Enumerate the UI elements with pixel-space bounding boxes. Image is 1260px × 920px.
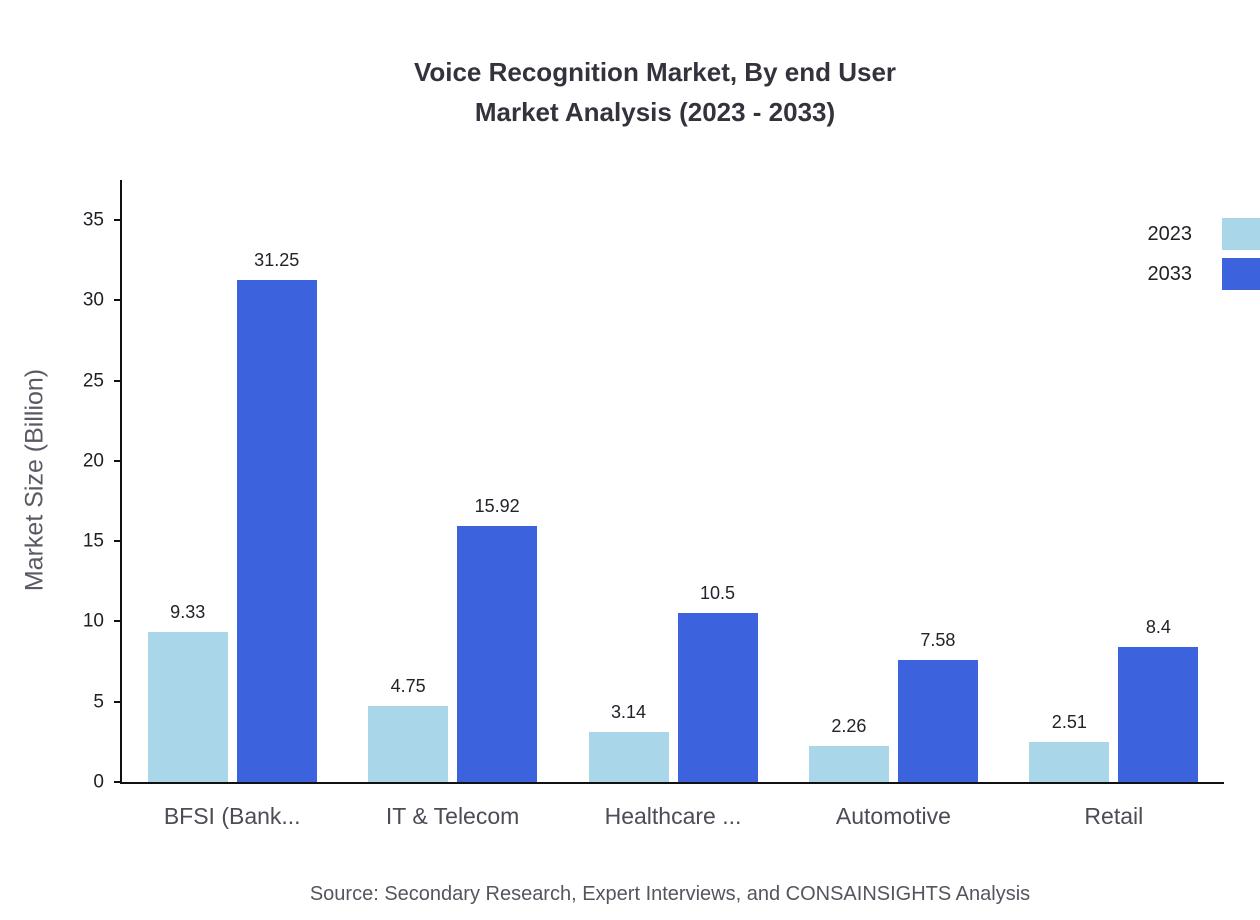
legend: 2023 2033 bbox=[1148, 218, 1260, 298]
bar-group: 9.33 31.25 BFSI (Bank... bbox=[122, 180, 342, 829]
y-tick-label: 10 bbox=[82, 610, 104, 632]
y-tick-mark bbox=[114, 219, 122, 222]
chart-title: Voice Recognition Market, By end User Ma… bbox=[90, 52, 1220, 133]
legend-label-2033: 2033 bbox=[1147, 262, 1193, 285]
category-label: Healthcare ... bbox=[604, 803, 742, 829]
y-tick-label: 30 bbox=[82, 289, 104, 311]
plot-area: 9.33 31.25 BFSI (Bank... 4.75 15.92 IT & Tele… bbox=[83, 180, 1224, 829]
bar-group: 4.75 15.92 IT & Telecom bbox=[342, 180, 562, 829]
bar-2033: 10.5 bbox=[677, 583, 758, 782]
bar-2023: 3.14 bbox=[588, 702, 669, 782]
y-tick-label: 35 bbox=[82, 209, 104, 231]
legend-label-2023: 2023 bbox=[1147, 222, 1193, 245]
y-tick-label: 5 bbox=[93, 691, 104, 713]
category-label: Retail bbox=[1084, 803, 1144, 829]
bar-value-label: 9.33 bbox=[170, 602, 206, 623]
bar-value-label: 8.4 bbox=[1145, 617, 1171, 638]
bar-value-label: 2.51 bbox=[1051, 711, 1087, 732]
bar-value-label: 2.26 bbox=[831, 715, 867, 736]
y-tick-label: 25 bbox=[82, 370, 104, 392]
bar-group: 2.26 7.58 Automotive bbox=[783, 180, 1003, 829]
y-axis-title: Market Size (Billion) bbox=[20, 368, 49, 592]
bar-2023: 2.26 bbox=[808, 716, 889, 782]
bar-value-label: 15.92 bbox=[474, 496, 520, 517]
legend-swatch-2033 bbox=[1222, 258, 1260, 290]
legend-row-2033: 2033 bbox=[1148, 258, 1260, 290]
bar-2033: 31.25 bbox=[236, 250, 317, 782]
bar-group: 3.14 10.5 Healthcare ... bbox=[563, 180, 783, 829]
bar-value-label: 7.58 bbox=[920, 630, 956, 651]
bar-groups: 9.33 31.25 BFSI (Bank... 4.75 15.92 IT & Tele… bbox=[122, 180, 1224, 829]
y-tick-mark bbox=[114, 379, 122, 382]
bar-value-label: 3.14 bbox=[610, 701, 647, 722]
source-note: Source: Secondary Research, Expert Inter… bbox=[309, 883, 1031, 905]
chart-title-line2: Market Analysis (2023 - 2033) bbox=[474, 97, 836, 128]
y-tick-mark bbox=[114, 459, 122, 462]
y-tick-label: 15 bbox=[82, 530, 104, 552]
y-tick-mark bbox=[114, 700, 122, 703]
bar-2033: 7.58 bbox=[897, 630, 978, 782]
y-tick-mark bbox=[114, 299, 122, 302]
bar-2033: 15.92 bbox=[457, 496, 538, 782]
category-label: BFSI (Bank... bbox=[163, 803, 301, 829]
bar-value-label: 31.25 bbox=[254, 250, 300, 271]
bar-value-label: 4.75 bbox=[390, 675, 426, 696]
y-tick-mark bbox=[114, 781, 122, 783]
category-label: Automotive bbox=[835, 803, 951, 829]
bar-2033: 8.4 bbox=[1118, 617, 1199, 782]
bar-2023: 2.51 bbox=[1029, 712, 1110, 782]
legend-row-2023: 2023 bbox=[1148, 218, 1260, 250]
y-tick-label: 20 bbox=[82, 450, 104, 472]
bar-2023: 9.33 bbox=[147, 602, 228, 782]
y-tick-label: 0 bbox=[93, 771, 104, 793]
chart-title-line1: Voice Recognition Market, By end User bbox=[413, 57, 897, 87]
category-label: IT & Telecom bbox=[385, 803, 520, 829]
bar-value-label: 10.5 bbox=[699, 583, 736, 604]
bar-2023: 4.75 bbox=[368, 676, 449, 782]
bar-group: 2.51 8.4 Retail bbox=[1004, 180, 1224, 829]
y-tick-mark bbox=[114, 540, 122, 543]
legend-swatch-2023 bbox=[1222, 218, 1260, 250]
y-tick-mark bbox=[114, 620, 122, 623]
